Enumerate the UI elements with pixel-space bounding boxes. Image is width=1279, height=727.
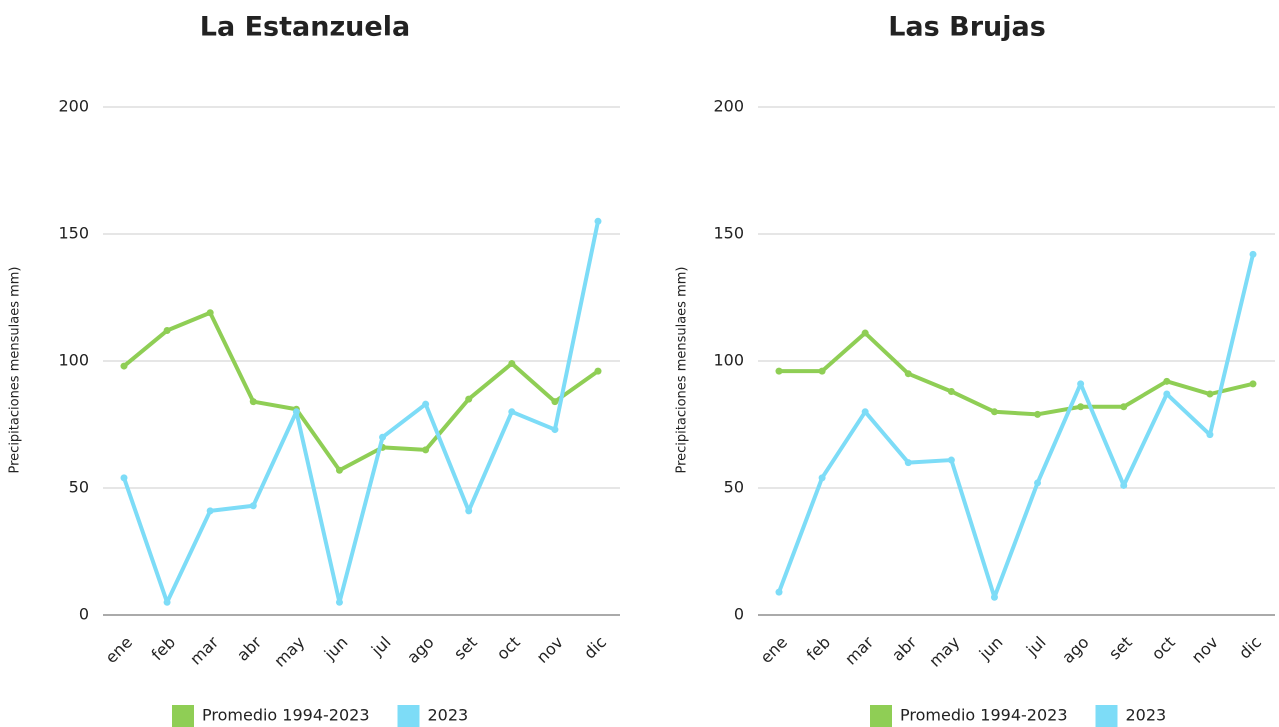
y-axis-label: Precipitaciones mensulaes mm)	[675, 266, 690, 473]
x-tick-label: nov	[1188, 633, 1222, 667]
x-tick-label: ago	[1058, 633, 1092, 667]
y-tick-label: 200	[58, 97, 89, 116]
point	[990, 408, 998, 416]
point	[1163, 390, 1171, 398]
point	[508, 360, 516, 368]
legend-swatch	[870, 705, 892, 727]
point	[379, 433, 387, 441]
chart-title: La Estanzuela	[200, 12, 410, 43]
line	[777, 253, 1255, 600]
x-tick-label: feb	[148, 633, 180, 665]
x-tick-label: oct	[1148, 633, 1179, 664]
point	[206, 507, 214, 515]
point	[1163, 377, 1171, 385]
point	[508, 408, 516, 416]
point	[120, 362, 128, 370]
point	[422, 400, 430, 408]
point	[163, 598, 171, 606]
x-tick-label: may	[270, 633, 308, 671]
point	[947, 456, 955, 464]
point	[422, 446, 430, 454]
x-tick-label: ene	[756, 633, 791, 668]
point	[551, 398, 559, 406]
point	[947, 387, 955, 395]
y-tick-label: 100	[58, 351, 89, 370]
x-tick-label: abr	[233, 632, 265, 664]
line	[779, 331, 1254, 417]
point	[818, 474, 826, 482]
legend-label: Promedio 1994-2023	[202, 706, 370, 725]
line	[122, 310, 600, 473]
point	[1034, 410, 1042, 418]
point	[594, 367, 602, 375]
x-tick-label: set	[1105, 633, 1136, 664]
y-axis-label: Precipitaciones mensulaes mm)	[8, 266, 23, 473]
point	[249, 398, 257, 406]
point	[1120, 481, 1128, 489]
point	[335, 598, 343, 606]
point	[861, 329, 869, 337]
point	[206, 309, 214, 317]
y-tick-label: 0	[734, 605, 744, 624]
x-tick-label: may	[925, 633, 963, 671]
point	[120, 474, 128, 482]
legend-label: 2023	[428, 706, 469, 725]
point	[1249, 380, 1257, 388]
legend-label: 2023	[1126, 706, 1167, 725]
x-tick-label: mar	[186, 632, 222, 668]
point	[775, 367, 783, 375]
point	[1120, 403, 1128, 411]
point	[1077, 403, 1085, 411]
point	[163, 327, 171, 335]
chart-title: Las Brujas	[888, 12, 1046, 43]
x-tick-label: jul	[367, 633, 395, 661]
point	[1077, 380, 1085, 388]
x-tick-label: jun	[320, 633, 352, 665]
x-tick-label: dic	[1235, 633, 1265, 663]
x-tick-label: ene	[101, 633, 136, 668]
legend-swatch	[172, 705, 194, 727]
point	[904, 459, 912, 467]
x-tick-label: nov	[533, 633, 567, 667]
y-tick-label: 0	[79, 605, 89, 624]
point	[1206, 390, 1214, 398]
x-tick-label: feb	[803, 633, 835, 665]
point	[861, 408, 869, 416]
legend-label: Promedio 1994-2023	[900, 706, 1068, 725]
y-tick-label: 150	[713, 224, 744, 243]
x-tick-label: mar	[841, 632, 877, 668]
x-tick-label: oct	[493, 633, 524, 664]
y-tick-label: 100	[713, 351, 744, 370]
legend-swatch	[1095, 705, 1118, 727]
point	[1249, 250, 1257, 258]
y-tick-label: 200	[713, 97, 744, 116]
line	[122, 220, 600, 605]
x-tick-label: ago	[403, 633, 437, 667]
point	[818, 367, 826, 375]
point	[904, 370, 912, 378]
point	[465, 507, 473, 515]
legend-swatch	[397, 705, 420, 727]
y-tick-label: 50	[724, 478, 744, 497]
point	[1206, 431, 1214, 439]
x-tick-label: dic	[580, 633, 610, 663]
point	[551, 426, 559, 434]
point	[594, 217, 602, 225]
x-tick-label: jun	[975, 633, 1007, 665]
x-tick-label: set	[450, 633, 481, 664]
x-tick-label: abr	[888, 632, 920, 664]
x-tick-label: jul	[1022, 633, 1050, 661]
point	[465, 395, 473, 403]
point	[775, 588, 783, 596]
point	[249, 502, 257, 510]
point	[1034, 479, 1042, 487]
y-tick-label: 150	[58, 224, 89, 243]
point	[335, 466, 343, 474]
point	[990, 593, 998, 601]
y-tick-label: 50	[69, 478, 89, 497]
point	[292, 408, 300, 416]
